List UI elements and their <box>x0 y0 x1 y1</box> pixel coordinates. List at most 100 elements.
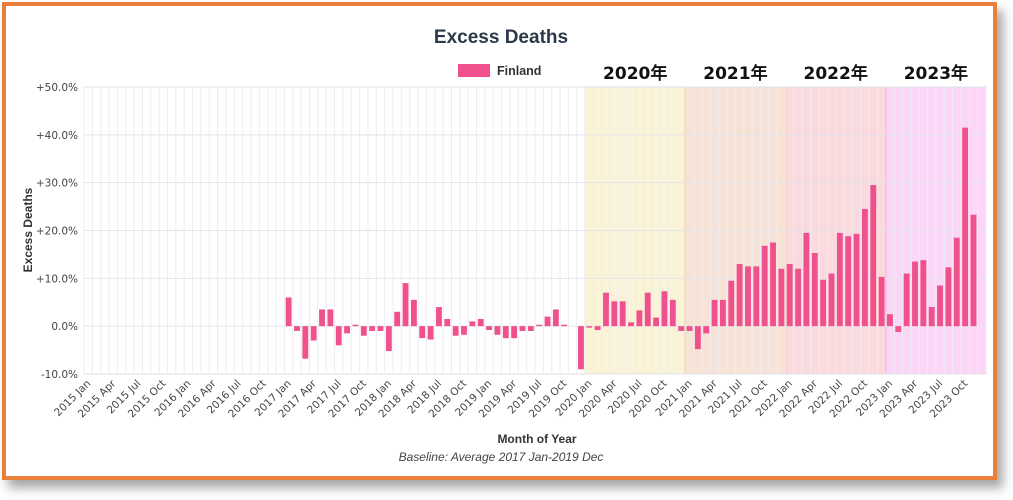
bar-2023-jan[interactable] <box>887 314 893 327</box>
y-tick-label: +50.0% <box>36 82 78 94</box>
bar-2017-oct[interactable] <box>360 326 367 336</box>
bar-2023-may[interactable] <box>920 260 927 327</box>
bar-2021-may[interactable] <box>719 299 726 327</box>
bar-2017-aug[interactable] <box>344 326 351 334</box>
bar-2022-apr[interactable] <box>811 252 818 327</box>
y-tick-label: +30.0% <box>36 178 78 190</box>
bar-2020-may[interactable] <box>619 301 626 327</box>
bar-2022-feb[interactable] <box>795 268 802 327</box>
bar-2019-jul[interactable] <box>536 324 543 327</box>
bar-2018-jun[interactable] <box>427 326 434 340</box>
bar-2019-apr[interactable] <box>511 326 518 339</box>
bar-2020-nov[interactable] <box>669 299 676 327</box>
bar-2022-oct[interactable] <box>861 208 868 327</box>
bar-2023-nov[interactable] <box>970 214 977 327</box>
bar-2022-may[interactable] <box>820 279 827 327</box>
bar-2020-jun[interactable] <box>628 322 634 327</box>
bar-2021-sep[interactable] <box>753 266 760 327</box>
bar-2022-dec[interactable] <box>878 276 885 327</box>
bar-2019-dec[interactable] <box>578 326 584 370</box>
bar-2022-sep[interactable] <box>853 233 860 327</box>
bar-2021-nov[interactable] <box>770 242 776 327</box>
bar-2021-oct[interactable] <box>761 245 768 327</box>
bar-2017-mar[interactable] <box>302 326 309 359</box>
bar-2019-jun[interactable] <box>527 326 534 331</box>
bar-2018-dec[interactable] <box>477 318 484 327</box>
bar-2022-aug[interactable] <box>845 236 852 327</box>
y-axis-title: Excess Deaths <box>21 187 35 272</box>
y-tick-label: +40.0% <box>36 130 78 142</box>
bar-2017-jan[interactable] <box>285 297 292 327</box>
bar-2020-jul[interactable] <box>636 310 643 327</box>
bar-2020-sep[interactable] <box>653 317 660 327</box>
bar-2020-feb[interactable] <box>594 326 601 330</box>
bar-2020-apr[interactable] <box>611 301 618 327</box>
bar-2018-jul[interactable] <box>436 307 442 327</box>
bar-2019-may[interactable] <box>519 326 526 331</box>
bar-2021-jan[interactable] <box>686 326 693 331</box>
bar-2019-mar[interactable] <box>502 326 509 339</box>
y-tick-label: +10.0% <box>36 273 78 285</box>
bar-2019-sep[interactable] <box>552 309 559 327</box>
year-label-1: 2021年 <box>703 63 767 84</box>
bar-2022-jun[interactable] <box>828 273 835 327</box>
bar-2023-jun[interactable] <box>928 307 935 327</box>
bar-2023-mar[interactable] <box>903 273 910 327</box>
bar-2021-mar[interactable] <box>703 326 710 334</box>
bar-2017-feb[interactable] <box>294 326 300 331</box>
bar-2020-dec[interactable] <box>678 326 685 331</box>
legend-label[interactable]: Finland <box>497 64 541 78</box>
chart-title: Excess Deaths <box>434 27 568 48</box>
bar-2022-nov[interactable] <box>870 185 877 327</box>
bar-2023-sep[interactable] <box>953 237 960 327</box>
y-tick-label: -10.0% <box>41 369 78 381</box>
y-tick-label: +20.0% <box>36 226 78 238</box>
y-tick-label: 0.0% <box>51 321 78 333</box>
bar-2023-jul[interactable] <box>937 285 943 327</box>
bar-2020-oct[interactable] <box>661 291 668 327</box>
legend-swatch[interactable] <box>458 64 490 77</box>
bar-2018-aug[interactable] <box>444 318 451 327</box>
bar-2018-apr[interactable] <box>410 299 417 327</box>
bar-2021-dec[interactable] <box>778 268 785 327</box>
bar-2017-jul[interactable] <box>335 326 342 346</box>
bar-2017-sep[interactable] <box>352 324 359 327</box>
bar-2023-oct[interactable] <box>962 127 969 327</box>
year-label-0: 2020年 <box>603 63 667 84</box>
bar-2022-jan[interactable] <box>786 263 793 327</box>
bar-2023-aug[interactable] <box>945 267 952 327</box>
bar-2022-jul[interactable] <box>836 232 843 327</box>
baseline-note: Baseline: Average 2017 Jan-2019 Dec <box>399 450 604 464</box>
bar-2023-feb[interactable] <box>895 326 902 332</box>
bar-2021-aug[interactable] <box>745 266 751 327</box>
bar-2017-apr[interactable] <box>310 326 317 341</box>
bar-2018-may[interactable] <box>419 326 426 339</box>
year-label-3: 2023年 <box>904 63 968 84</box>
bar-2021-apr[interactable] <box>711 299 718 327</box>
bar-2018-mar[interactable] <box>402 283 409 327</box>
bar-2021-jun[interactable] <box>728 280 735 327</box>
bar-2019-oct[interactable] <box>561 324 568 327</box>
bar-2017-dec[interactable] <box>377 326 384 331</box>
year-label-2: 2022年 <box>804 63 868 84</box>
bar-2017-nov[interactable] <box>369 326 376 331</box>
bar-2020-mar[interactable] <box>603 292 609 327</box>
bar-2020-jan[interactable] <box>586 326 593 328</box>
bar-2023-apr[interactable] <box>912 261 918 327</box>
bar-2018-oct[interactable] <box>461 326 467 335</box>
bar-2020-aug[interactable] <box>644 292 651 327</box>
bar-2019-jan[interactable] <box>486 326 492 330</box>
bar-2022-mar[interactable] <box>803 232 810 327</box>
bar-2017-may[interactable] <box>319 309 325 327</box>
bar-2019-feb[interactable] <box>494 326 501 335</box>
bar-2021-jul[interactable] <box>736 263 743 327</box>
bar-2017-jun[interactable] <box>327 309 334 327</box>
bar-2018-feb[interactable] <box>394 311 401 327</box>
x-axis-title: Month of Year <box>497 432 576 446</box>
bar-2018-sep[interactable] <box>452 326 459 336</box>
bar-2018-jan[interactable] <box>385 326 392 352</box>
bar-2019-aug[interactable] <box>544 316 551 327</box>
bar-2018-nov[interactable] <box>469 321 476 327</box>
bar-2021-feb[interactable] <box>694 326 701 350</box>
